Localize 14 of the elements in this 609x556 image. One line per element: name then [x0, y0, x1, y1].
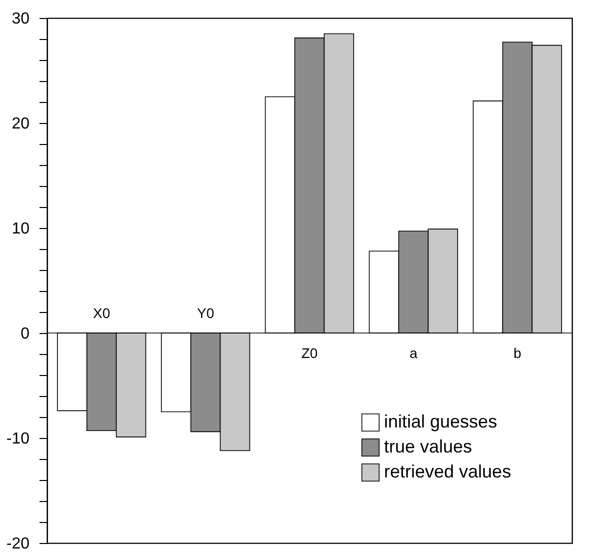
y-tick-label: 0 — [20, 326, 30, 342]
x-tick-label: b — [514, 345, 522, 361]
x-tick-label: Y0 — [196, 305, 214, 321]
y-tick-label: -20 — [6, 536, 30, 552]
y-tick-label: 10 — [12, 220, 30, 238]
x-tick-label: Z0 — [301, 345, 318, 361]
legend-label: retrieved values — [384, 462, 512, 482]
y-tick-label: -10 — [6, 430, 30, 448]
y-tick-label: 30 — [12, 10, 30, 28]
legend-label: initial guesses — [384, 412, 498, 432]
x-tick-label: X0 — [93, 305, 110, 321]
y-tick-label: 20 — [12, 116, 30, 132]
legend-label: true values — [384, 436, 472, 456]
x-tick-label: a — [410, 345, 418, 361]
